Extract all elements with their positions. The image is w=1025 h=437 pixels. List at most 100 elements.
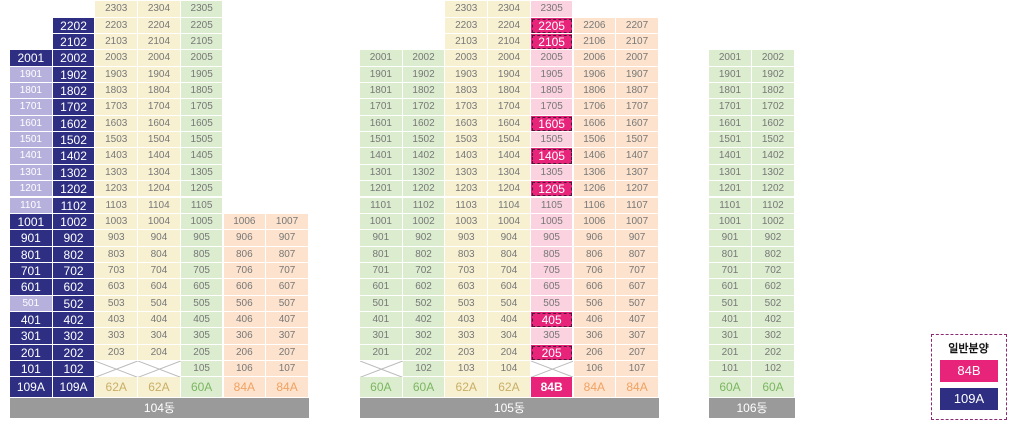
unit-cell: 2107	[616, 34, 659, 51]
unit-cell: 303	[95, 328, 139, 345]
unit-cell: 801	[360, 246, 403, 263]
unit-cell: 803	[95, 246, 139, 263]
unit-cell: 1603	[445, 115, 489, 133]
unit-cell: 1504	[138, 132, 181, 149]
unit-cell: 1103	[445, 197, 489, 214]
unit-cell: 1201	[709, 181, 752, 198]
unit-cell: 1807	[616, 83, 659, 100]
unit-cell: 503	[445, 295, 489, 312]
unit-cell: 1905	[530, 66, 574, 84]
unit-cell: 1102	[402, 197, 446, 214]
unit-cell: 2304	[488, 1, 531, 18]
unit-cell: 2103	[445, 34, 489, 51]
unit-type-label: 109A	[52, 377, 96, 397]
unit-cell: 1805	[530, 83, 574, 100]
unit-cell: 501	[10, 295, 53, 312]
unit-cell: 707	[266, 262, 309, 280]
unit-cell: 1704	[138, 99, 181, 116]
unit-cell: 301	[709, 328, 752, 345]
unit-cell: 904	[488, 230, 531, 247]
unit-cell: 1502	[52, 132, 96, 149]
unit-cell: 1205	[530, 181, 574, 198]
unit-cell: 1504	[488, 132, 531, 149]
unit-cell: 1702	[402, 99, 446, 116]
unit-cell: 1907	[616, 66, 659, 84]
unit-cell: 802	[402, 246, 446, 263]
unit-cell: 1201	[10, 181, 53, 198]
unit-cell: 2202	[52, 17, 96, 34]
unit-cell: 101	[709, 361, 752, 378]
unit-cell: 2002	[52, 50, 96, 67]
unit-cell: 502	[752, 295, 795, 312]
unit-cell: 304	[138, 328, 181, 345]
unit-cell: 1502	[402, 132, 446, 149]
unit-cell: 901	[709, 230, 752, 247]
unit-cell: 901	[10, 230, 53, 247]
unit-cell: 1304	[138, 164, 181, 182]
unit-cell: 1002	[752, 213, 795, 231]
unit-cell: 206	[573, 344, 617, 361]
unit-cell: 1301	[709, 164, 752, 182]
unit-cell: 1605	[180, 115, 224, 133]
unit-cell: 102	[52, 361, 96, 378]
unit-cell: 506	[573, 295, 617, 312]
unit-cell: 1005	[530, 213, 574, 231]
unit-cell: 405	[180, 311, 224, 329]
unit-cell: 204	[488, 344, 531, 361]
unit-cell: 906	[573, 230, 617, 247]
unit-cell: 402	[402, 311, 446, 329]
unit-cell: 2105	[530, 34, 574, 51]
unit-cell: 2001	[10, 50, 53, 67]
unit-cell: 302	[52, 328, 96, 345]
unit-cell: 401	[360, 311, 403, 329]
unit-cell: 902	[402, 230, 446, 247]
unit-cell: 207	[266, 344, 309, 361]
unit-cell: 702	[752, 262, 795, 280]
unit-cell: 1103	[95, 197, 139, 214]
unit-cell: 707	[616, 262, 659, 280]
unit-cell: 607	[266, 279, 309, 296]
unit-cell: 2005	[180, 50, 224, 67]
unit-cell: 1004	[488, 213, 531, 231]
unit-cell: 1105	[180, 197, 224, 214]
unit-cell: 202	[402, 344, 446, 361]
building-label: 105동	[360, 398, 659, 418]
unit-cell: 1803	[445, 83, 489, 100]
unit-cell: 604	[138, 279, 181, 296]
unit-cell: 303	[445, 328, 489, 345]
unit-cell: 205	[530, 344, 574, 361]
unit-cell: 307	[616, 328, 659, 345]
unit-cell: 702	[52, 262, 96, 280]
unit-cell: 2002	[752, 50, 795, 67]
unit-cell: 1407	[616, 148, 659, 165]
unit-cell: 2105	[180, 34, 224, 51]
unit-cell: 704	[138, 262, 181, 280]
unit-cell: 1701	[10, 99, 53, 116]
unit-cell: 903	[445, 230, 489, 247]
unit-cell: 1602	[752, 115, 795, 133]
unit-cell: 907	[266, 230, 309, 247]
unit-cell: 506	[223, 295, 267, 312]
unit-cell: 606	[573, 279, 617, 296]
unit-cell: 406	[573, 311, 617, 329]
unit-cell: 1307	[616, 164, 659, 182]
unit-cell: 305	[180, 328, 224, 345]
unit-cell: 1301	[360, 164, 403, 182]
unit-cell: 2007	[616, 50, 659, 67]
unit-cell: 1602	[402, 115, 446, 133]
unit-cell: 404	[488, 311, 531, 329]
unit-cell: 207	[616, 344, 659, 361]
unit-cell: 701	[360, 262, 403, 280]
unit-cell: 307	[266, 328, 309, 345]
unit-cell: 1105	[530, 197, 574, 214]
unit-cell: 2203	[445, 17, 489, 34]
unit-cell: 1104	[138, 197, 181, 214]
unit-cell: 1704	[488, 99, 531, 116]
unit-cell: 1102	[752, 197, 795, 214]
unit-cell: 202	[52, 344, 96, 361]
unit-cell: 805	[530, 246, 574, 263]
unit-cell: 407	[266, 311, 309, 329]
unit-cell: 605	[530, 279, 574, 296]
unit-type-label: 84B	[530, 377, 574, 397]
